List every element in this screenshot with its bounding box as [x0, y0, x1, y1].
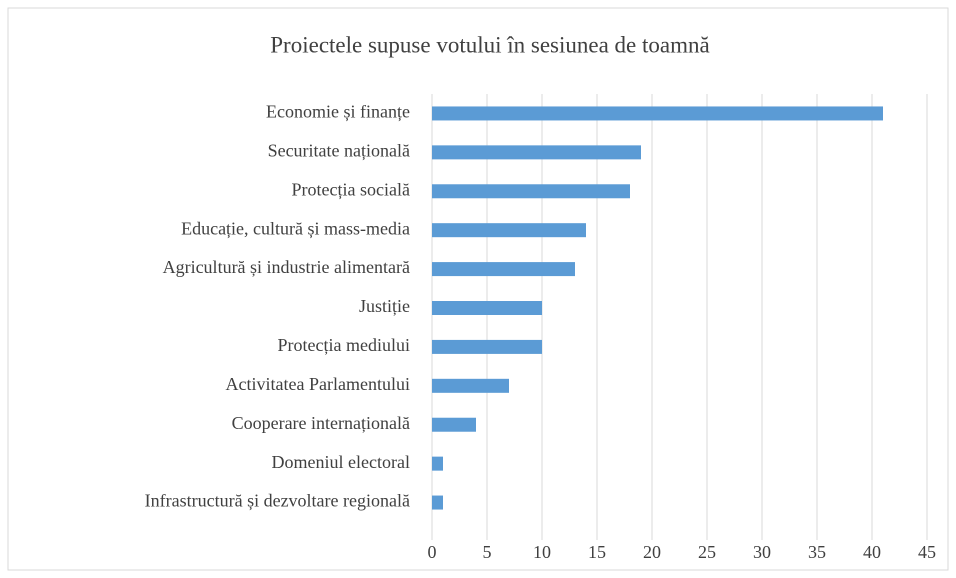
x-tick-label: 0 [428, 542, 437, 562]
y-tick-label: Economie și finanțe [266, 102, 410, 122]
bar [432, 145, 641, 160]
chart-border [7, 7, 949, 571]
x-tick-label: 35 [808, 542, 826, 562]
y-tick-label: Educație, cultură și mass-media [181, 218, 410, 238]
x-tick-label: 10 [533, 542, 551, 562]
x-tick-label: 15 [588, 542, 606, 562]
y-tick-label: Agricultură și industrie alimentară [163, 257, 410, 277]
y-tick-label: Protecția mediului [278, 335, 410, 355]
y-tick-label: Infrastructură și dezvoltare regională [145, 491, 410, 511]
x-tick-label: 30 [753, 542, 771, 562]
bar [432, 378, 509, 393]
y-tick-label: Securitate națională [268, 140, 410, 160]
y-tick-label: Activitatea Parlamentului [226, 374, 410, 394]
bar [432, 417, 476, 432]
x-tick-label: 20 [643, 542, 661, 562]
x-tick-label: 40 [863, 542, 881, 562]
bar [432, 223, 586, 238]
y-tick-label: Protecția socială [292, 179, 410, 199]
x-tick-label: 45 [918, 542, 936, 562]
x-tick-label: 5 [483, 542, 492, 562]
bar [432, 495, 443, 510]
bar [432, 262, 575, 277]
bar [432, 301, 542, 315]
x-tick-label: 25 [698, 542, 716, 562]
bar [432, 184, 630, 199]
y-tick-label: Domeniul electoral [272, 452, 410, 472]
y-tick-label: Justiție [359, 296, 410, 316]
bar [432, 339, 542, 354]
bar [432, 106, 883, 121]
chart-title: Proiectele supuse votului în sesiunea de… [270, 32, 709, 57]
y-tick-label: Cooperare internațională [232, 413, 410, 433]
bar [432, 456, 443, 471]
